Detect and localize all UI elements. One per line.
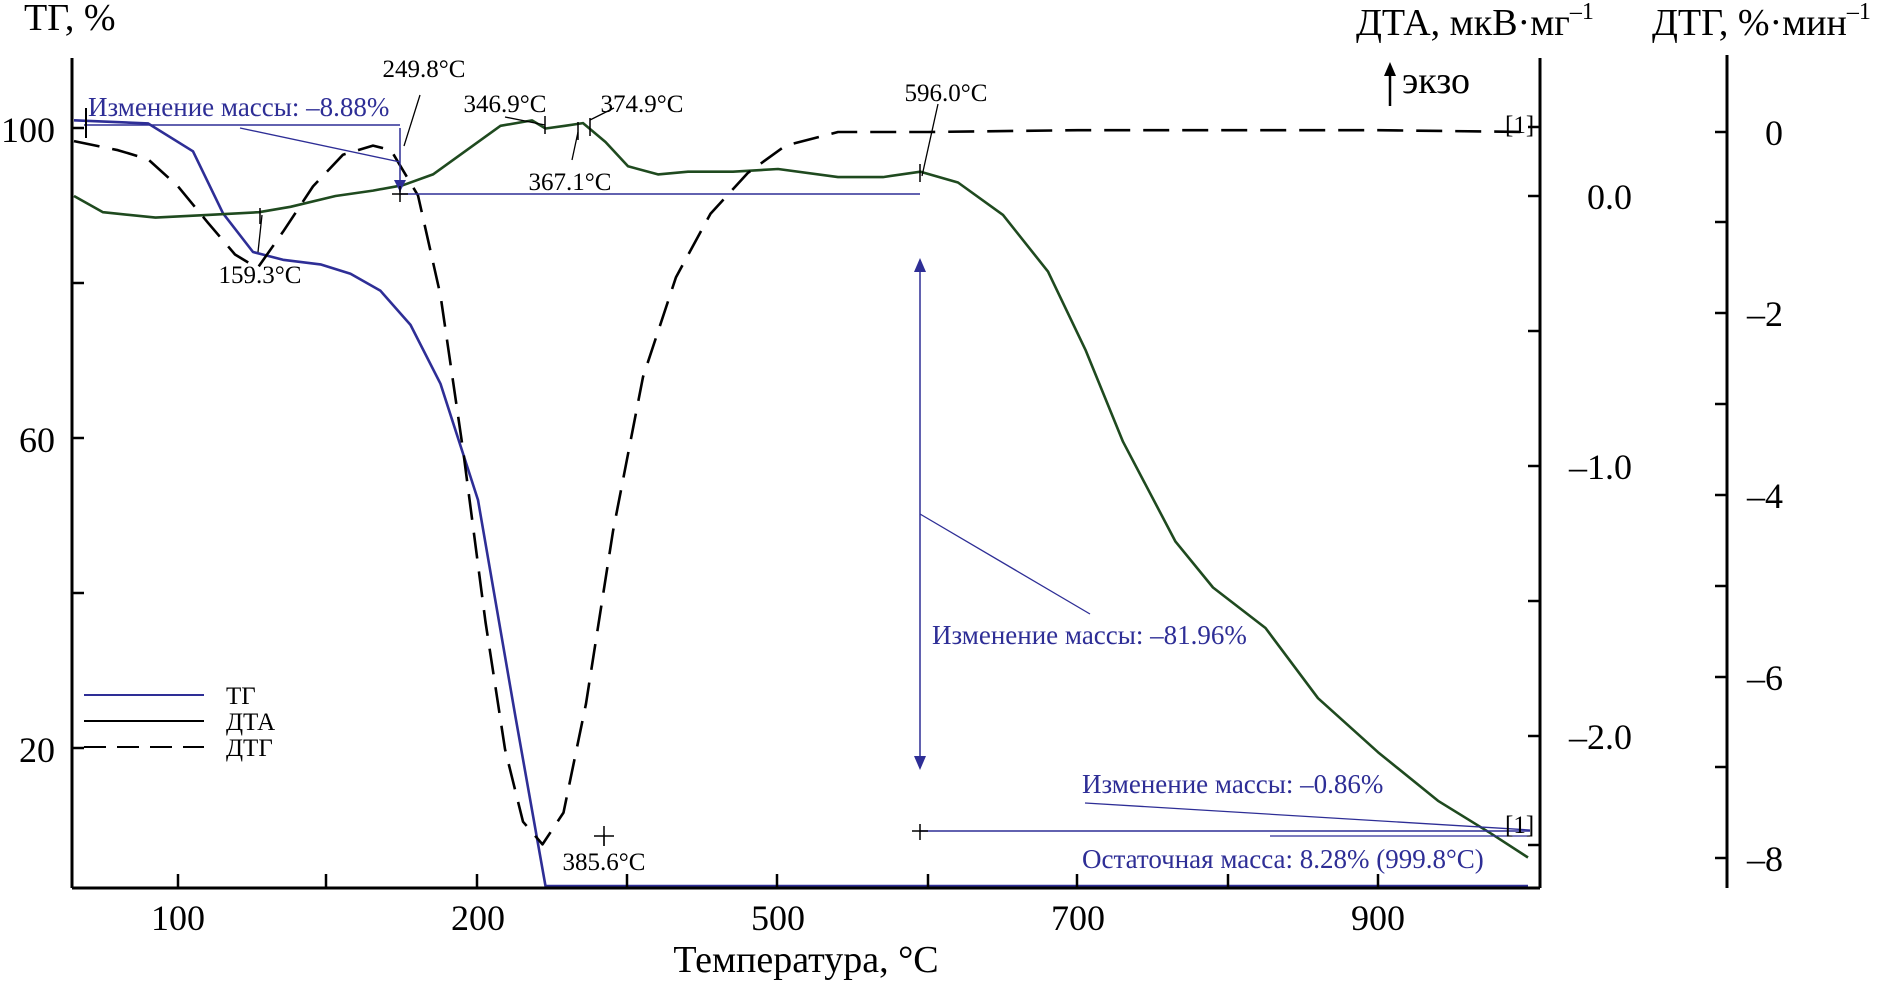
dtg-tick-label: –4 xyxy=(1746,476,1783,516)
peak-label: 367.1°C xyxy=(529,169,612,196)
legend-label: ДТГ xyxy=(226,735,273,762)
peak-label: 374.9°C xyxy=(601,91,684,118)
x-tick-label: 200 xyxy=(451,898,505,938)
peak-label: 346.9°C xyxy=(464,91,547,118)
axis-ticks xyxy=(72,125,1727,888)
arrowhead-icon xyxy=(914,258,926,272)
dtg-axis-title: ДТГ, %·мин–1 xyxy=(1652,0,1871,44)
dtg-tick-label: –6 xyxy=(1746,658,1783,698)
dta-axis-title: ДТА, мкВ·мг–1 xyxy=(1356,0,1594,44)
series-flag: [1] xyxy=(1505,812,1534,839)
mass-leader-line xyxy=(919,513,1091,615)
series-line-dtg xyxy=(73,128,1529,846)
dtg-unit-exponent: –1 xyxy=(1846,0,1871,25)
series-line-dta xyxy=(73,119,1529,859)
series-flag: [1] xyxy=(1505,112,1534,139)
dtg-tick-label: –8 xyxy=(1746,839,1783,879)
dta-tick-label: 0.0 xyxy=(1587,177,1632,217)
residual-mass-label: Остаточная масса: 8.28% (999.8°C) xyxy=(1082,844,1484,874)
data-series-group xyxy=(73,119,1529,888)
peak-leader-line xyxy=(504,116,546,126)
peak-labels: 159.3°C 249.8°C 346.9°C 374.9°C 367.1°C … xyxy=(219,56,988,876)
dtg-tick-labels: 0 –2 –4 –6 –8 xyxy=(1746,113,1783,879)
dta-tick-labels: 0.0 –1.0 –2.0 xyxy=(1568,177,1632,757)
peak-leader-line xyxy=(921,103,939,177)
peak-label: 249.8°C xyxy=(383,56,466,83)
mass-leader-line xyxy=(1084,802,1531,831)
peak-leader-line xyxy=(403,94,421,147)
peak-leader-line xyxy=(257,214,263,253)
dta-tick-label: –1.0 xyxy=(1568,447,1632,487)
tg-axis-title: ТГ, % xyxy=(24,0,116,39)
dtg-tick-label: 0 xyxy=(1765,113,1783,153)
x-tick-label: 100 xyxy=(151,898,205,938)
mass-leader-line xyxy=(239,127,401,163)
x-axis-title: Температура, °С xyxy=(673,939,938,981)
exo-arrowhead-icon xyxy=(1384,62,1396,76)
mass-change-label: Изменение массы: –8.88% xyxy=(88,92,389,122)
tg-tick-label: 20 xyxy=(19,730,55,770)
dta-unit-exponent: –1 xyxy=(1569,0,1594,25)
tg-tick-label: 60 xyxy=(19,420,55,460)
peak-leader-line xyxy=(571,131,579,161)
legend-label: ДТА xyxy=(226,709,275,736)
peak-label: 596.0°C xyxy=(905,80,988,107)
dtg-tick-label: –2 xyxy=(1746,294,1783,334)
legend-label: ТГ xyxy=(226,683,256,710)
peak-leader-line xyxy=(589,107,615,121)
exo-label: экзо xyxy=(1402,60,1470,102)
mass-change-label: Изменение массы: –81.96% xyxy=(932,620,1247,650)
series-line-tg xyxy=(73,119,1528,888)
x-tick-label: 500 xyxy=(751,898,805,938)
peak-label: 159.3°C xyxy=(219,262,302,289)
legend: ТГ ДТА ДТГ xyxy=(84,683,275,762)
x-tick-label: 900 xyxy=(1351,898,1405,938)
tg-tick-labels: 100 60 20 xyxy=(1,110,55,770)
x-tick-label: 700 xyxy=(1051,898,1105,938)
x-tick-labels: 100 200 500 700 900 xyxy=(151,898,1405,938)
dta-tick-label: –2.0 xyxy=(1568,717,1632,757)
exo-indicator: экзо xyxy=(1384,60,1470,106)
mass-change-label: Изменение массы: –0.86% xyxy=(1082,769,1383,799)
tg-tick-label: 100 xyxy=(1,110,55,150)
arrowhead-icon xyxy=(914,756,926,770)
mass-change-labels: Изменение массы: –8.88% Изменение массы:… xyxy=(88,92,1484,874)
axes-frame xyxy=(70,55,1729,890)
annotation-lines xyxy=(84,94,1531,846)
peak-label: 385.6°C xyxy=(563,849,646,876)
